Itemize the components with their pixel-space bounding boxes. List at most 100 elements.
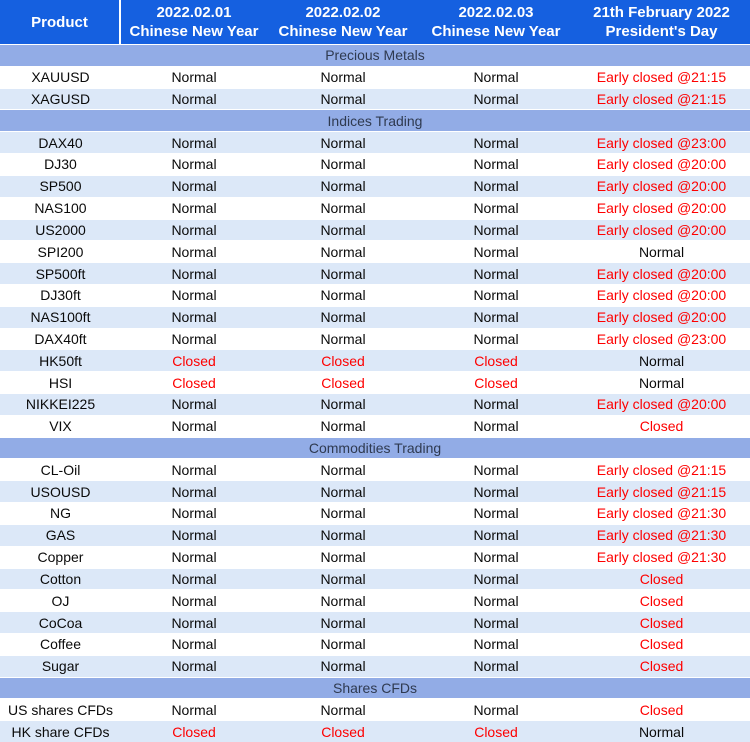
- status-cell: Early closed @21:30: [596, 505, 727, 522]
- status-cell: Normal: [171, 178, 217, 195]
- table-row: DJ30 Normal Normal Normal Early closed @20:0…: [0, 153, 750, 175]
- status-cell: Normal: [320, 549, 366, 566]
- status-cell: Normal: [473, 483, 519, 500]
- status-cell: Normal: [473, 156, 519, 173]
- status-cell: Normal: [171, 461, 217, 478]
- status-cell: Normal: [320, 592, 366, 609]
- table-row: Cotton Normal Normal Normal Closed: [0, 567, 750, 590]
- product-name: NIKKEI225: [25, 396, 96, 413]
- status-cell: Early closed @20:00: [596, 200, 727, 217]
- column-holiday-label: Chinese New Year: [278, 23, 408, 40]
- section-header-row: Indices Trading: [0, 109, 750, 132]
- status-cell: Closed: [321, 374, 365, 391]
- status-cell: Normal: [473, 636, 519, 653]
- status-cell: Normal: [171, 570, 217, 587]
- product-name: NAS100ft: [30, 309, 91, 326]
- status-cell: Normal: [320, 330, 366, 347]
- status-cell: Normal: [171, 614, 217, 631]
- section-header-row: Shares CFDs: [0, 676, 750, 699]
- table-row: DAX40 Normal Normal Normal Early closed @23:…: [0, 131, 750, 154]
- status-cell: Normal: [473, 570, 519, 587]
- status-cell: Normal: [473, 418, 519, 435]
- status-cell: Normal: [171, 309, 217, 326]
- product-name: US2000: [35, 221, 86, 238]
- status-cell: Closed: [639, 636, 684, 653]
- column-date-label: 2022.02.01: [156, 4, 232, 21]
- product-name: NG: [50, 505, 71, 522]
- status-cell: Normal: [320, 614, 366, 631]
- status-cell: Normal: [638, 723, 685, 740]
- status-cell: Normal: [320, 178, 366, 195]
- status-cell: Normal: [320, 243, 366, 260]
- column-date-label: 2022.02.02: [305, 4, 381, 21]
- section-title: Indices Trading: [327, 112, 423, 129]
- table-row: NG Normal Normal Normal Early closed @21:30: [0, 502, 750, 524]
- status-cell: Normal: [171, 549, 217, 566]
- status-cell: Normal: [171, 592, 217, 609]
- column-holiday-label: President's Day: [605, 23, 718, 40]
- status-cell: Normal: [473, 265, 519, 282]
- status-cell: Normal: [473, 614, 519, 631]
- status-cell: Normal: [171, 243, 217, 260]
- product-name: USOUSD: [30, 483, 91, 500]
- product-name: Copper: [37, 549, 84, 566]
- product-name: DJ30: [44, 156, 77, 173]
- status-cell: Normal: [473, 549, 519, 566]
- table-row: GAS Normal Normal Normal Early closed @21:30: [0, 523, 750, 546]
- product-name: XAGUSD: [30, 91, 91, 108]
- status-cell: Normal: [473, 701, 519, 718]
- table-row: CoCoa Normal Normal Normal Closed: [0, 611, 750, 633]
- status-cell: Closed: [172, 352, 216, 369]
- section-header-row: Commodities Trading: [0, 436, 750, 459]
- status-cell: Normal: [320, 527, 366, 544]
- column-header-2022-02-03: 2022.02.03 Chinese New Year: [419, 0, 573, 44]
- status-cell: Normal: [320, 134, 366, 151]
- status-cell: Early closed @21:15: [596, 461, 727, 478]
- product-name: HK share CFDs: [11, 723, 110, 740]
- status-cell: Normal: [171, 505, 217, 522]
- status-cell: Early closed @21:15: [596, 91, 727, 108]
- status-cell: Early closed @20:00: [596, 265, 727, 282]
- table-row: Sugar Normal Normal Normal Closed: [0, 654, 750, 677]
- status-cell: Normal: [171, 658, 217, 675]
- status-cell: Early closed @21:30: [596, 527, 727, 544]
- status-cell: Normal: [473, 658, 519, 675]
- status-cell: Normal: [171, 483, 217, 500]
- table-row: HSI Closed Closed Closed Normal: [0, 371, 750, 393]
- status-cell: Closed: [172, 723, 216, 740]
- status-cell: Normal: [473, 134, 519, 151]
- status-cell: Normal: [171, 91, 217, 108]
- product-name: CL-Oil: [40, 461, 81, 478]
- status-cell: Normal: [320, 570, 366, 587]
- section-header-row: Precious Metals: [0, 44, 750, 66]
- section-title: Precious Metals: [325, 47, 425, 64]
- column-holiday-label: Chinese New Year: [129, 23, 259, 40]
- status-cell: Normal: [171, 69, 217, 86]
- product-name: Coffee: [40, 636, 81, 653]
- status-cell: Early closed @21:15: [596, 69, 727, 86]
- status-cell: Normal: [320, 658, 366, 675]
- status-cell: Normal: [320, 396, 366, 413]
- product-name: SPI200: [37, 243, 84, 260]
- status-cell: Normal: [171, 134, 217, 151]
- status-cell: Early closed @20:00: [596, 178, 727, 195]
- status-cell: Closed: [639, 592, 684, 609]
- product-name: US shares CFDs: [7, 701, 114, 718]
- status-cell: Normal: [473, 200, 519, 217]
- status-cell: Normal: [473, 287, 519, 304]
- status-cell: Early closed @20:00: [596, 396, 727, 413]
- status-cell: Normal: [473, 178, 519, 195]
- status-cell: Normal: [320, 200, 366, 217]
- status-cell: Normal: [171, 418, 217, 435]
- status-cell: Normal: [171, 636, 217, 653]
- product-name: OJ: [51, 592, 70, 609]
- table-row: DJ30ft Normal Normal Normal Early closed @20…: [0, 283, 750, 306]
- column-date-label: 21th February 2022: [593, 4, 730, 21]
- status-cell: Early closed @20:00: [596, 287, 727, 304]
- status-cell: Normal: [473, 461, 519, 478]
- status-cell: Normal: [320, 91, 366, 108]
- status-cell: Normal: [473, 69, 519, 86]
- status-cell: Normal: [171, 221, 217, 238]
- status-cell: Closed: [639, 701, 684, 718]
